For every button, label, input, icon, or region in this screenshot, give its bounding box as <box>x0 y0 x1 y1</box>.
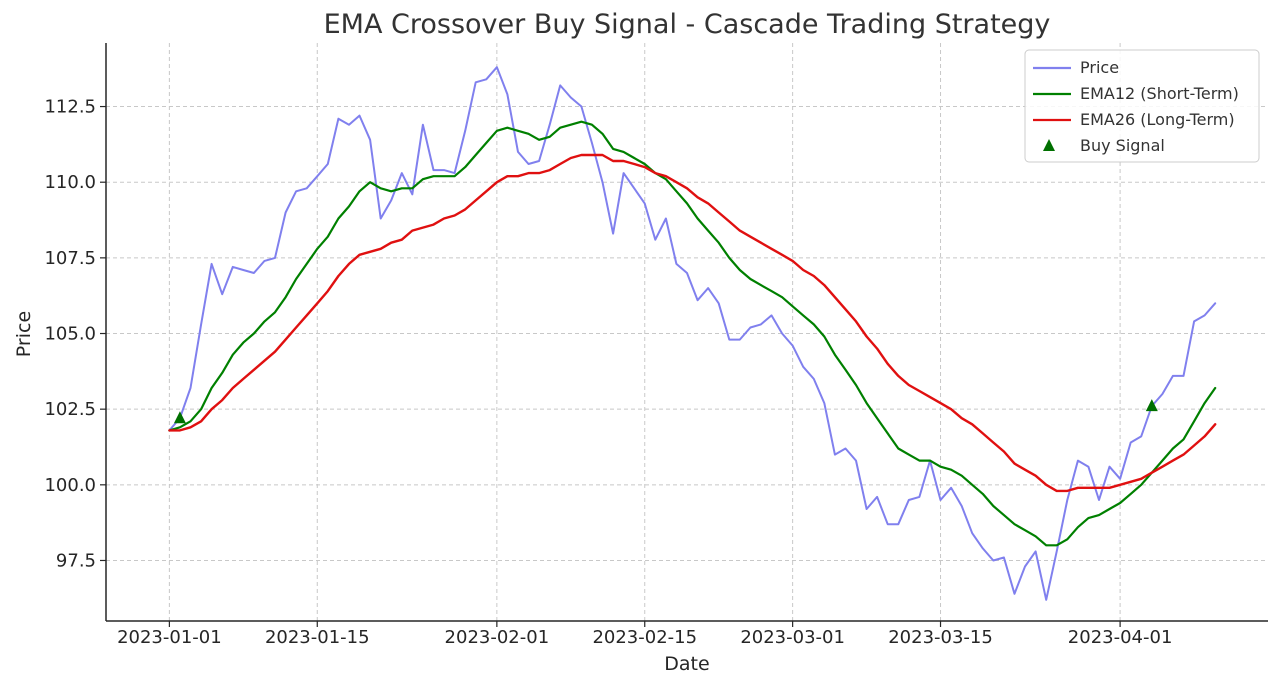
series-line-ema26-long-term <box>168 153 1217 493</box>
y-tick-label: 110.0 <box>44 172 96 193</box>
x-tick-label: 2023-03-01 <box>740 627 845 648</box>
x-tick-label: 2023-02-15 <box>592 627 697 648</box>
x-tick-label: 2023-03-15 <box>888 627 993 648</box>
buy-signal-markers <box>173 399 1158 424</box>
series-lines <box>168 66 1217 601</box>
y-tick-label: 112.5 <box>44 97 96 118</box>
series-line-price <box>168 66 1217 601</box>
buy-signal-marker <box>1145 399 1158 412</box>
grid-lines <box>106 43 1268 621</box>
y-tick-label: 100.0 <box>44 475 96 496</box>
series-line-ema12-short-term <box>168 120 1217 547</box>
y-tick-label: 97.5 <box>56 550 96 571</box>
chart-title: EMA Crossover Buy Signal - Cascade Tradi… <box>324 9 1051 40</box>
legend: Price EMA12 (Short-Term) EMA26 (Long-Term)… <box>1024 49 1260 163</box>
x-tick-label: 2023-01-01 <box>117 627 222 648</box>
x-tick-labels: 2023-01-01 2023-01-15 2023-02-01 2023-02-15… <box>117 621 1172 648</box>
x-tick-label: 2023-01-15 <box>265 627 370 648</box>
y-axis-title: Price <box>13 311 35 357</box>
x-tick-label: 2023-04-01 <box>1068 627 1173 648</box>
legend-box <box>1024 49 1260 163</box>
y-tick-label: 105.0 <box>44 324 96 345</box>
legend-marker <box>1043 139 1055 151</box>
axes <box>105 43 1268 622</box>
y-tick-label: 107.5 <box>44 248 96 269</box>
x-axis-title: Date <box>664 653 709 675</box>
y-tick-labels: 97.5 100.0 102.5 105.0 107.5 110.0 112.5 <box>44 97 106 571</box>
legend-label: Price <box>1080 58 1119 77</box>
legend-label: Buy Signal <box>1080 136 1165 155</box>
y-tick-label: 102.5 <box>44 399 96 420</box>
legend-label: EMA26 (Long-Term) <box>1080 110 1235 129</box>
buy-signal-marker <box>173 411 186 424</box>
x-tick-label: 2023-02-01 <box>445 627 550 648</box>
legend-label: EMA12 (Short-Term) <box>1080 84 1239 103</box>
